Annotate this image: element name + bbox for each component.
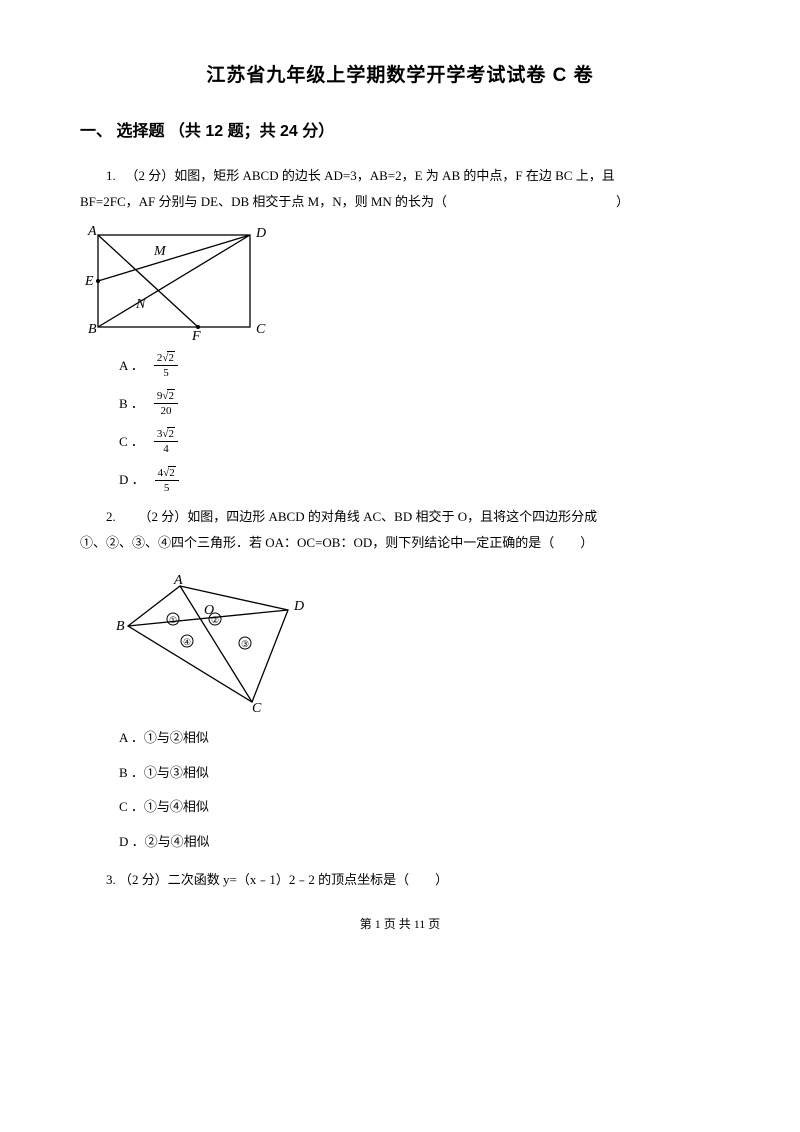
svg-text:E: E xyxy=(84,274,94,289)
q3-text: 3. （2 分）二次函数 y=（x﹣1）2﹣2 的顶点坐标是（ ） xyxy=(80,867,720,893)
option-letter: D ． xyxy=(119,473,145,486)
svg-text:②: ② xyxy=(211,615,219,625)
section-heading: 一、 选择题 （共 12 题；共 24 分） xyxy=(80,117,720,141)
q1-figure: A D B C E F M N xyxy=(80,223,720,341)
fraction: 3√2 4 xyxy=(154,427,178,455)
q1-option-c: C ． 3√2 4 xyxy=(119,427,720,455)
q1-cont: BF=2FC，AF 分别与 DE、DB 相交于点 M，N，则 MN 的长为（ ） xyxy=(80,189,720,215)
fraction: 4√2 5 xyxy=(155,466,179,494)
q1-option-b: B ． 9√2 20 xyxy=(119,389,720,417)
q2-cont: ①、②、③、④四个三角形．若 OA：OC=OB：OD，则下列结论中一定正确的是（… xyxy=(80,530,720,556)
svg-text:①: ① xyxy=(169,615,177,625)
q2-option-d: D ．②与④相似 xyxy=(119,832,720,853)
svg-text:③: ③ xyxy=(241,639,249,649)
q2-option-a: A ．①与②相似 xyxy=(119,728,720,749)
svg-text:D: D xyxy=(255,226,266,241)
q1-option-d: D ． 4√2 5 xyxy=(119,466,720,494)
fraction: 9√2 20 xyxy=(154,389,178,417)
svg-text:F: F xyxy=(191,329,201,341)
svg-text:④: ④ xyxy=(183,637,191,647)
fraction: 2√2 5 xyxy=(154,351,178,379)
svg-text:M: M xyxy=(153,244,167,259)
option-letter: B ． xyxy=(119,397,144,410)
option-letter: C ． xyxy=(119,435,144,448)
page-footer: 第 1 页 共 11 页 xyxy=(80,915,720,932)
q1-text: 1. （2 分）如图，矩形 ABCD 的边长 AD=3，AB=2，E 为 AB … xyxy=(80,163,720,189)
option-letter: A ． xyxy=(119,359,144,372)
svg-text:C: C xyxy=(256,322,266,337)
svg-text:N: N xyxy=(135,297,146,312)
svg-text:B: B xyxy=(116,619,125,634)
q1-option-a: A ． 2√2 5 xyxy=(119,351,720,379)
exam-title: 江苏省九年级上学期数学开学考试试卷 C 卷 xyxy=(80,60,720,87)
q2-figure: A B C D O ① ② ③ ④ xyxy=(112,574,720,714)
svg-text:A: A xyxy=(173,574,183,588)
svg-text:C: C xyxy=(252,701,262,714)
svg-text:A: A xyxy=(87,224,97,239)
q2-option-c: C ．①与④相似 xyxy=(119,797,720,818)
svg-text:D: D xyxy=(293,599,304,614)
svg-text:B: B xyxy=(88,322,97,337)
q2-option-b: B ．①与③相似 xyxy=(119,763,720,784)
q2-text: 2. （2 分）如图，四边形 ABCD 的对角线 AC、BD 相交于 O，且将这… xyxy=(80,504,720,530)
